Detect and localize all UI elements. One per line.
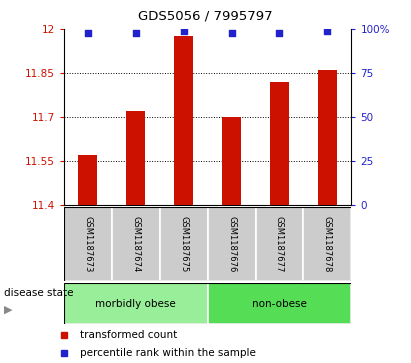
Bar [256, 207, 303, 281]
Text: GSM1187677: GSM1187677 [275, 216, 284, 272]
Text: GSM1187678: GSM1187678 [323, 216, 332, 272]
Bar [270, 82, 289, 205]
Bar [78, 155, 97, 205]
Bar [318, 70, 337, 205]
Point [132, 30, 139, 36]
Text: morbidly obese: morbidly obese [95, 299, 176, 309]
Text: GSM1187674: GSM1187674 [131, 216, 140, 272]
Bar [208, 207, 256, 281]
Bar [222, 117, 241, 205]
Bar [64, 207, 112, 281]
Point [324, 28, 331, 34]
Point [228, 30, 235, 36]
Bar [174, 36, 193, 205]
Text: GDS5056 / 7995797: GDS5056 / 7995797 [138, 9, 273, 22]
Bar [208, 283, 351, 324]
Point [84, 30, 91, 36]
Text: GSM1187676: GSM1187676 [227, 216, 236, 272]
Bar [303, 207, 351, 281]
Bar [112, 207, 159, 281]
Text: GSM1187675: GSM1187675 [179, 216, 188, 272]
Text: percentile rank within the sample: percentile rank within the sample [81, 348, 256, 358]
Bar [159, 207, 208, 281]
Bar [64, 283, 208, 324]
Point [276, 30, 283, 36]
Text: non-obese: non-obese [252, 299, 307, 309]
Text: disease state: disease state [4, 288, 74, 298]
Text: GSM1187673: GSM1187673 [83, 216, 92, 272]
Point [180, 28, 187, 34]
Bar [126, 111, 145, 205]
Text: ▶: ▶ [4, 305, 13, 315]
Text: transformed count: transformed count [81, 330, 178, 340]
